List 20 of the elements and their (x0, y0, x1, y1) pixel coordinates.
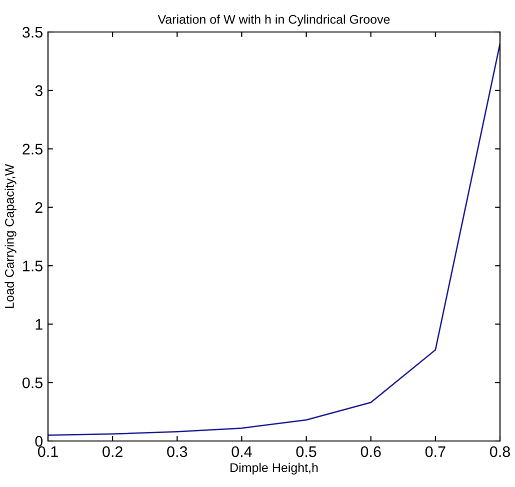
x-tick-label: 0.6 (360, 446, 381, 458)
y-tick-label: 1.5 (23, 260, 42, 272)
x-tick-label: 0.8 (490, 446, 510, 458)
y-tick-label: 0.5 (22, 377, 42, 388)
x-tick-label: 0.5 (296, 446, 316, 458)
y-tick-label: 2.5 (22, 144, 42, 155)
y-tick-label: 1 (36, 319, 42, 330)
y-tick-label: 3.5 (22, 26, 42, 38)
chart-title: Variation of W with h in Cylindrical Groove (158, 14, 390, 26)
x-tick-label: 0.2 (102, 446, 122, 458)
x-tick-label: 0.4 (232, 446, 252, 458)
y-axis-title: Load Carrying Capacity,W (4, 164, 16, 308)
x-axis-title: Dimple Height,h (230, 462, 318, 475)
x-tick-label: 0.3 (167, 446, 188, 458)
line-series (48, 42, 500, 436)
x-tick-label: 0.7 (425, 446, 446, 458)
x-tick-label: 0.1 (38, 446, 58, 458)
y-tick-label: 3 (35, 85, 42, 96)
y-tick-label: 0 (35, 436, 43, 447)
y-tick-label: 2 (35, 202, 42, 213)
